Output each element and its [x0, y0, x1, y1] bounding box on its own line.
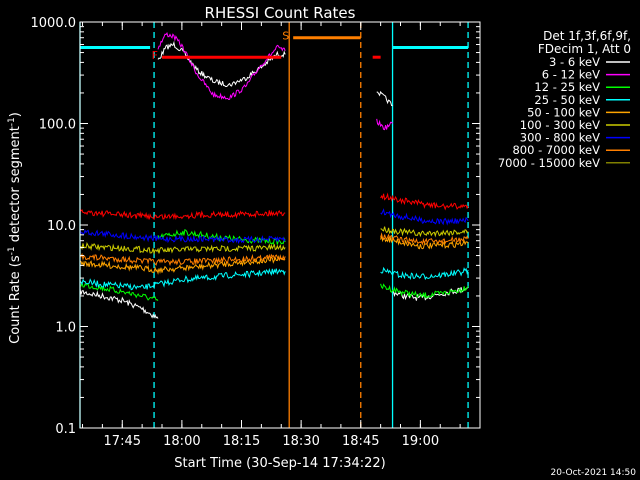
series-line-8-segment-2 — [380, 232, 469, 246]
x-tick-label-6: 19:00 — [402, 434, 439, 449]
legend-header-line-2: FDecim 1, Att 0 — [538, 42, 631, 56]
legend-label-4: 25 - 50 keV — [534, 93, 600, 107]
series-line-10-segment-2 — [380, 192, 469, 211]
data-series — [79, 31, 469, 319]
y-axis-label: Count Rate (s-1 detector segment-1) — [7, 112, 23, 344]
series-line-1-segment-1 — [79, 288, 159, 319]
flag-bars: FS — [80, 30, 469, 62]
series-line-2-segment-2 — [376, 118, 393, 131]
series-line-5-segment-1 — [79, 254, 286, 275]
x-tick-label-1: 17:45 — [104, 434, 141, 449]
y-axis-label-exponent: -1 — [7, 246, 17, 255]
y-tick-label-3: 10.0 — [47, 219, 76, 234]
x-tick-label-4: 18:30 — [282, 434, 319, 449]
legend-header-line-1: Det 1f,3f,6f,9f, — [543, 29, 631, 43]
legend-label-6: 100 - 300 keV — [520, 118, 600, 132]
series-line-7-segment-1 — [79, 229, 286, 245]
series-line-8-segment-1 — [79, 252, 286, 267]
x-axis-label: Start Time (30-Sep-14 17:34:22) — [174, 456, 385, 471]
y-axis-label-close: ) — [8, 112, 23, 117]
y-axis-label-tail: detector segment — [8, 126, 23, 246]
x-tick-label-5: 18:45 — [342, 434, 379, 449]
y-tick-label-5: 1000.0 — [31, 16, 77, 31]
series-line-3-segment-3 — [380, 283, 469, 299]
y-axis-label-main: Count Rate (s — [8, 255, 23, 344]
legend-label-5: 50 - 100 keV — [527, 105, 600, 119]
series-line-4-segment-1 — [79, 267, 286, 291]
legend-label-1: 3 - 6 keV — [549, 55, 600, 69]
chart-title: RHESSI Count Rates — [205, 4, 356, 22]
x-tick-label-2: 18:00 — [163, 434, 200, 449]
y-tick-label-2: 1.0 — [55, 321, 76, 336]
legend-label-3: 12 - 25 keV — [534, 80, 600, 94]
footer-timestamp: 20-Oct-2021 14:50 — [551, 468, 637, 478]
series-line-6-segment-1 — [79, 241, 286, 256]
series-line-10-segment-1 — [79, 208, 286, 221]
y-axis-label-exponent-2: -1 — [7, 117, 17, 126]
series-line-1-segment-2 — [157, 40, 286, 87]
flag-label-3: S — [282, 30, 289, 43]
series-line-2-segment-1 — [157, 31, 286, 101]
axes: 17:45 18:00 18:15 18:30 18:45 19:00 0.1 1.0 10.0… — [31, 16, 481, 449]
legend-label-9: 7000 - 15000 keV — [498, 156, 600, 170]
series-line-1-segment-4 — [392, 287, 469, 301]
y-tick-label-4: 100.0 — [39, 118, 76, 133]
legend-label-7: 300 - 800 keV — [520, 131, 600, 145]
legend-label-8: 800 - 7000 keV — [512, 143, 600, 157]
series-line-6-segment-2 — [380, 226, 469, 238]
series-line-1-segment-3 — [376, 90, 393, 107]
series-line-7-segment-2 — [380, 208, 469, 226]
flag-label-2: F — [152, 49, 158, 62]
series-line-3-segment-1 — [79, 281, 159, 301]
legend-label-2: 6 - 12 keV — [542, 68, 600, 82]
series-line-4-segment-2 — [380, 266, 469, 281]
x-tick-label-3: 18:15 — [223, 434, 260, 449]
y-tick-label-1: 0.1 — [55, 422, 76, 437]
legend: Det 1f,3f,6f,9f, FDecim 1, Att 0 3 - 6 k… — [498, 29, 631, 170]
